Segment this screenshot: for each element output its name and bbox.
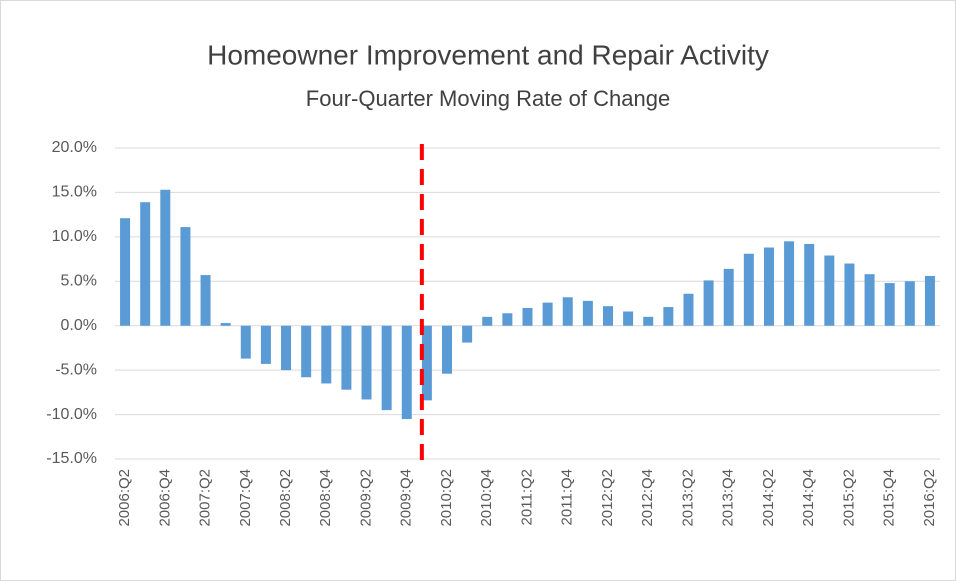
x-tick-label: 2008:Q4 (317, 469, 334, 527)
bar (522, 307, 533, 326)
bar (120, 218, 131, 326)
x-tick-label: 2011:Q4 (559, 469, 576, 525)
bar (763, 247, 774, 326)
y-tick-label: 15.0% (52, 184, 97, 201)
bar (784, 241, 795, 326)
bar (240, 325, 251, 359)
x-tick-label: 2008:Q2 (277, 469, 294, 527)
x-tick-label: 2010:Q2 (438, 469, 455, 527)
y-tick-label: 0.0% (61, 317, 97, 334)
bar (462, 325, 473, 343)
x-tick-label: 2012:Q2 (599, 469, 616, 527)
x-tick-label: 2007:Q2 (197, 469, 214, 527)
bar (623, 311, 634, 326)
x-tick-label: 2006:Q2 (116, 469, 133, 527)
x-tick-label: 2014:Q4 (800, 469, 817, 527)
bar (924, 275, 935, 326)
bar (381, 325, 392, 411)
bar (602, 306, 613, 326)
x-tick-label: 2007:Q4 (237, 469, 254, 527)
x-tick-label: 2013:Q4 (720, 469, 737, 527)
bar (663, 307, 674, 326)
bar (904, 281, 915, 326)
bar (743, 253, 754, 326)
bar (200, 275, 211, 326)
bar (260, 325, 271, 364)
bar (341, 325, 352, 390)
bar (582, 300, 593, 326)
bar (220, 323, 231, 326)
bar (180, 227, 191, 326)
y-tick-label: 10.0% (52, 228, 97, 245)
bar (703, 280, 714, 326)
bar (723, 268, 734, 326)
bar (321, 325, 332, 384)
bar (140, 202, 151, 326)
bar (301, 325, 312, 378)
x-tick-label: 2012:Q4 (639, 469, 656, 527)
bar (683, 293, 694, 326)
bar (542, 302, 553, 326)
x-tick-label: 2011:Q2 (518, 469, 535, 525)
bar (864, 274, 875, 326)
bar (884, 283, 895, 326)
y-tick-label: -15.0% (46, 450, 97, 467)
bar (824, 255, 835, 326)
x-tick-label: 2009:Q4 (398, 469, 415, 527)
bar (643, 316, 654, 326)
bar (401, 325, 412, 420)
x-tick-label: 2013:Q2 (679, 469, 696, 527)
bar (442, 325, 453, 374)
bar (160, 189, 171, 326)
bar (804, 243, 815, 326)
bar (361, 325, 372, 400)
bar (562, 297, 573, 326)
bar (502, 313, 513, 326)
y-tick-label: 20.0% (52, 139, 97, 156)
chart-title: Homeowner Improvement and Repair Activit… (207, 39, 769, 70)
bar (482, 316, 493, 326)
x-tick-label: 2014:Q2 (760, 469, 777, 527)
chart-subtitle: Four-Quarter Moving Rate of Change (306, 86, 670, 111)
x-tick-label: 2010:Q4 (478, 469, 495, 527)
bar (421, 325, 432, 401)
x-tick-label: 2015:Q2 (840, 469, 857, 527)
bar (844, 263, 855, 326)
x-tick-label: 2006:Q4 (156, 469, 173, 527)
x-tick-label: 2016:Q2 (921, 469, 938, 527)
y-tick-label: -5.0% (55, 361, 97, 378)
x-tick-label: 2015:Q4 (881, 469, 898, 527)
x-tick-label: 2009:Q2 (357, 469, 374, 527)
y-tick-label: -10.0% (46, 406, 97, 423)
bar (281, 325, 292, 371)
y-tick-label: 5.0% (61, 273, 97, 290)
